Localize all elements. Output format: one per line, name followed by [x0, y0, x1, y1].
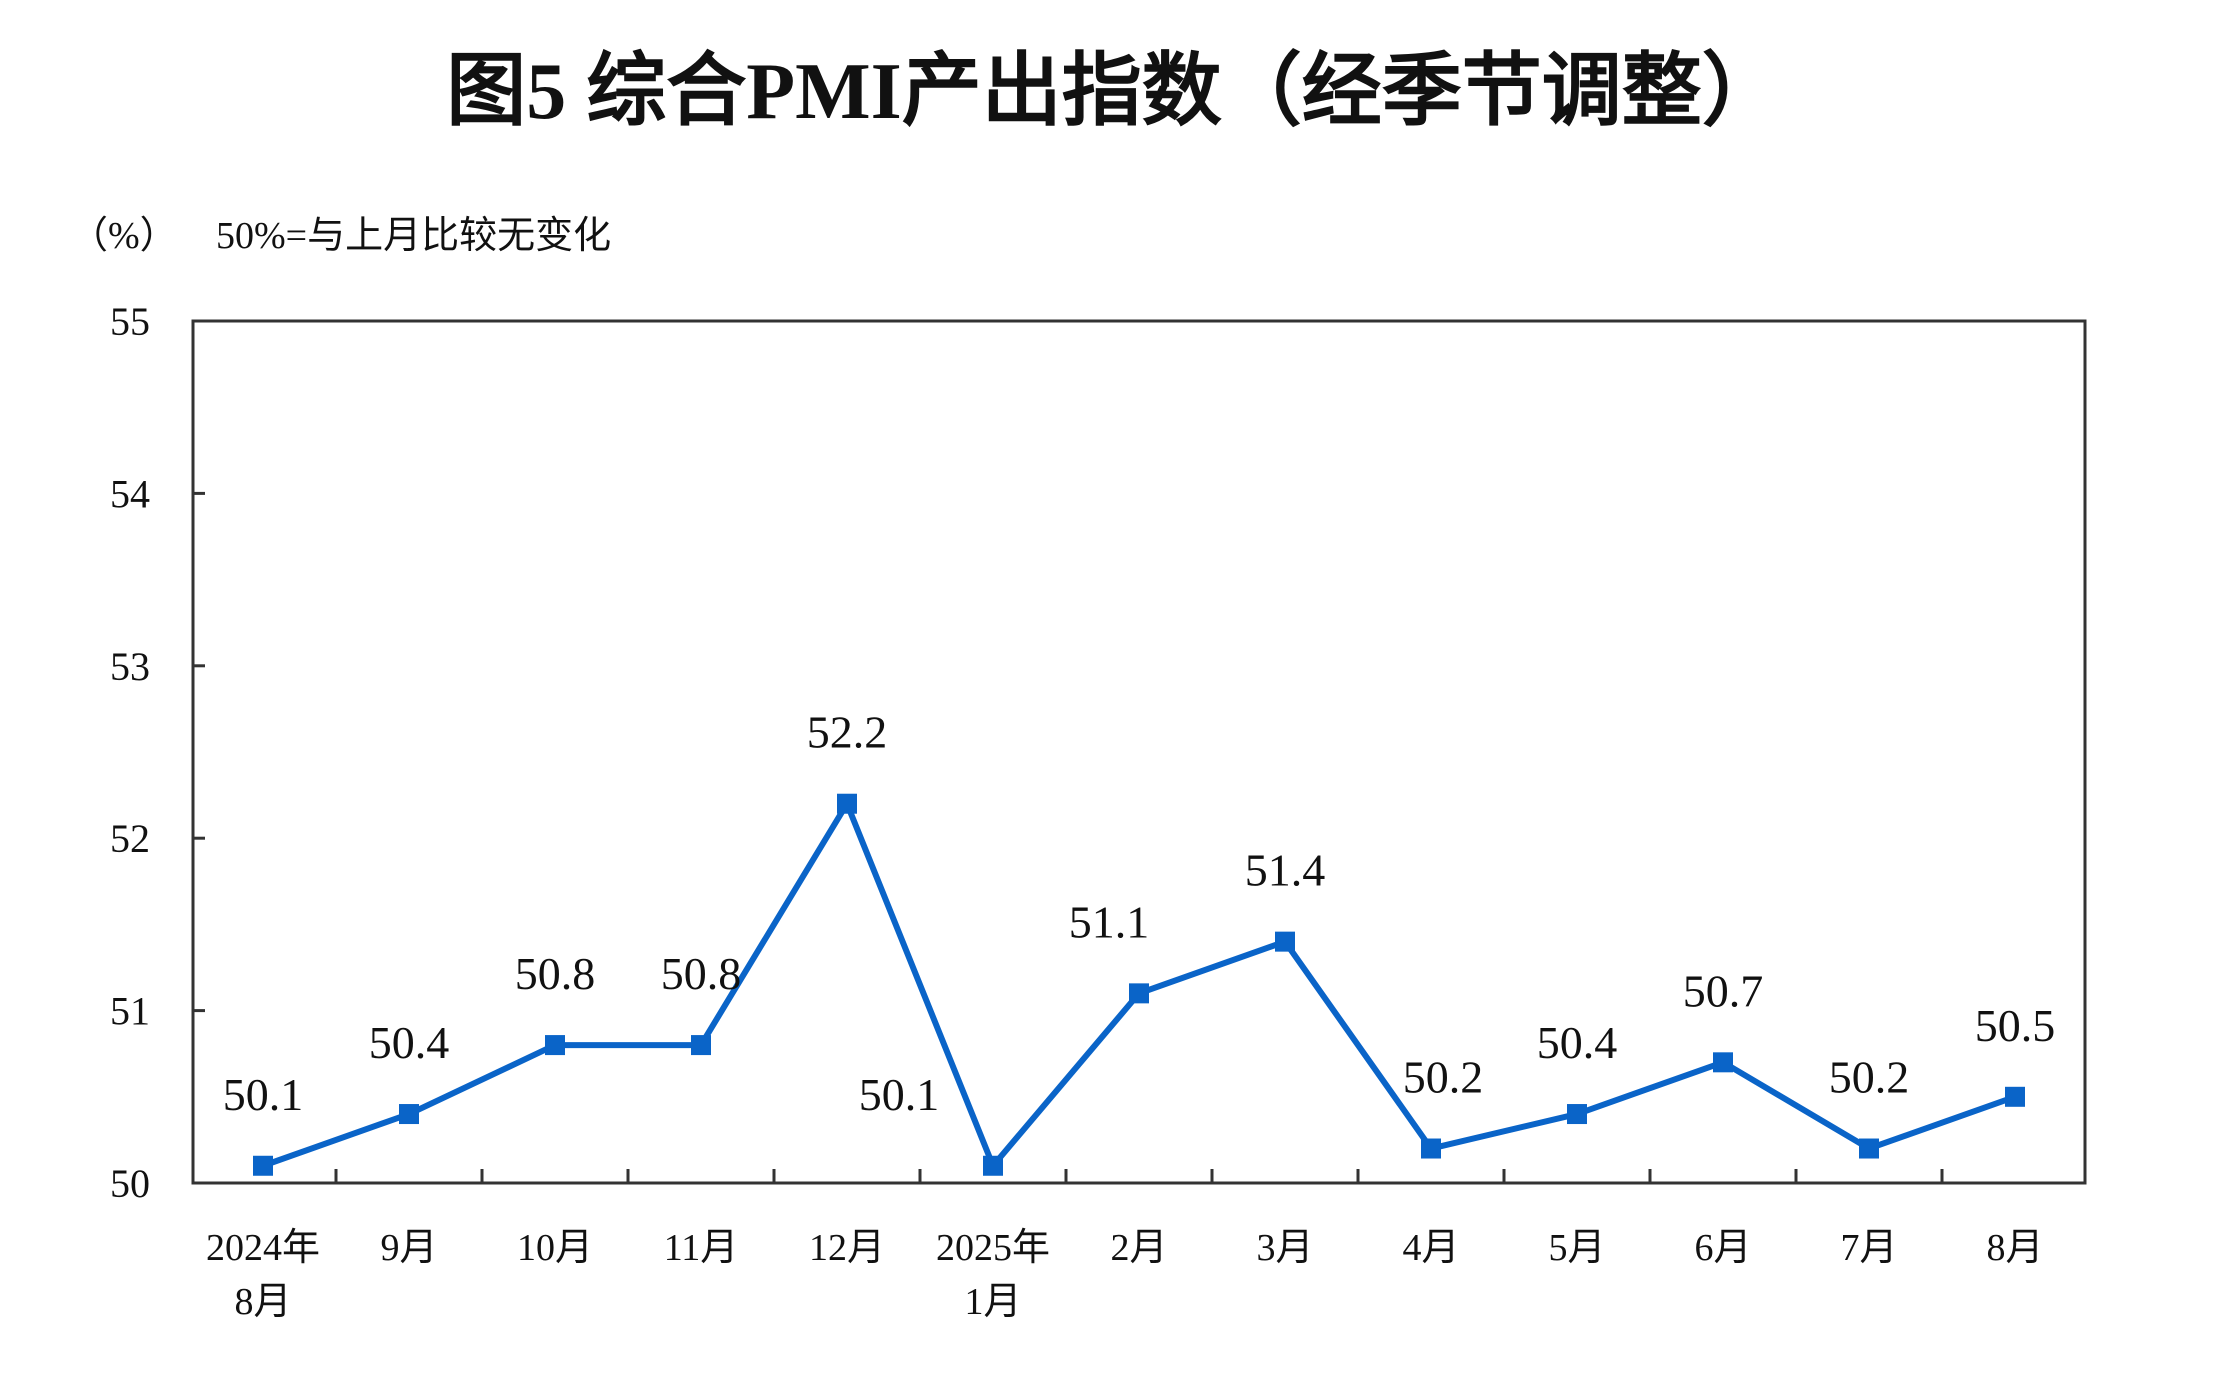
data-point: [2005, 1086, 2025, 1107]
data-point: [1421, 1138, 1441, 1159]
x-tick-label: 4月: [1402, 1227, 1459, 1269]
data-point: [1567, 1104, 1587, 1125]
x-tick-label: 7月: [1840, 1227, 1897, 1269]
data-point: [399, 1104, 419, 1125]
x-tick-label: 2月: [1110, 1227, 1167, 1269]
chart-title: 图5 综合PMI产出指数（经季节调整）: [446, 48, 1782, 136]
x-tick-label: 2025年: [936, 1227, 1050, 1269]
data-point: [1713, 1052, 1733, 1073]
data-label: 50.2: [1829, 1052, 1910, 1103]
data-point: [545, 1035, 565, 1056]
reference-note: 50%=与上月比较无变化: [216, 215, 611, 257]
x-tick-label: 8月: [1986, 1227, 2043, 1269]
x-tick-label: 2024年: [206, 1227, 320, 1269]
data-label: 51.1: [1069, 896, 1150, 947]
data-label: 50.8: [515, 948, 596, 999]
x-tick-label: 6月: [1694, 1227, 1751, 1269]
data-label: 50.7: [1683, 965, 1764, 1016]
data-label: 52.2: [807, 707, 888, 758]
y-tick-label: 52: [110, 816, 150, 861]
x-tick-label: 1月: [964, 1281, 1021, 1323]
data-label: 50.8: [661, 948, 742, 999]
data-label: 50.4: [369, 1017, 450, 1068]
data-point: [1859, 1138, 1879, 1159]
y-tick-label: 54: [110, 471, 150, 516]
x-tick-label: 3月: [1256, 1227, 1313, 1269]
data-point: [1129, 983, 1149, 1004]
unit-label: （%）: [70, 215, 178, 257]
data-label: 50.2: [1403, 1052, 1484, 1103]
x-tick-label: 11月: [664, 1227, 739, 1269]
data-point: [253, 1155, 273, 1176]
y-tick-label: 53: [110, 644, 150, 689]
data-point: [1275, 931, 1295, 952]
data-point: [837, 793, 857, 814]
x-tick-label: 5月: [1548, 1227, 1605, 1269]
data-label: 50.4: [1537, 1017, 1618, 1068]
y-tick-label: 55: [110, 299, 150, 344]
x-tick-label: 10月: [517, 1227, 593, 1269]
data-label: 51.4: [1245, 845, 1326, 896]
x-tick-label: 9月: [380, 1227, 437, 1269]
data-label: 50.1: [859, 1069, 940, 1120]
y-tick-label: 50: [110, 1161, 150, 1206]
data-label: 50.1: [223, 1069, 304, 1120]
data-point: [691, 1035, 711, 1056]
x-tick-label: 8月: [234, 1281, 291, 1323]
y-tick-label: 51: [110, 989, 150, 1034]
data-label: 50.5: [1975, 1000, 2056, 1051]
x-tick-label: 12月: [809, 1227, 885, 1269]
data-point: [983, 1155, 1003, 1176]
plot-frame: [191, 319, 2087, 1185]
